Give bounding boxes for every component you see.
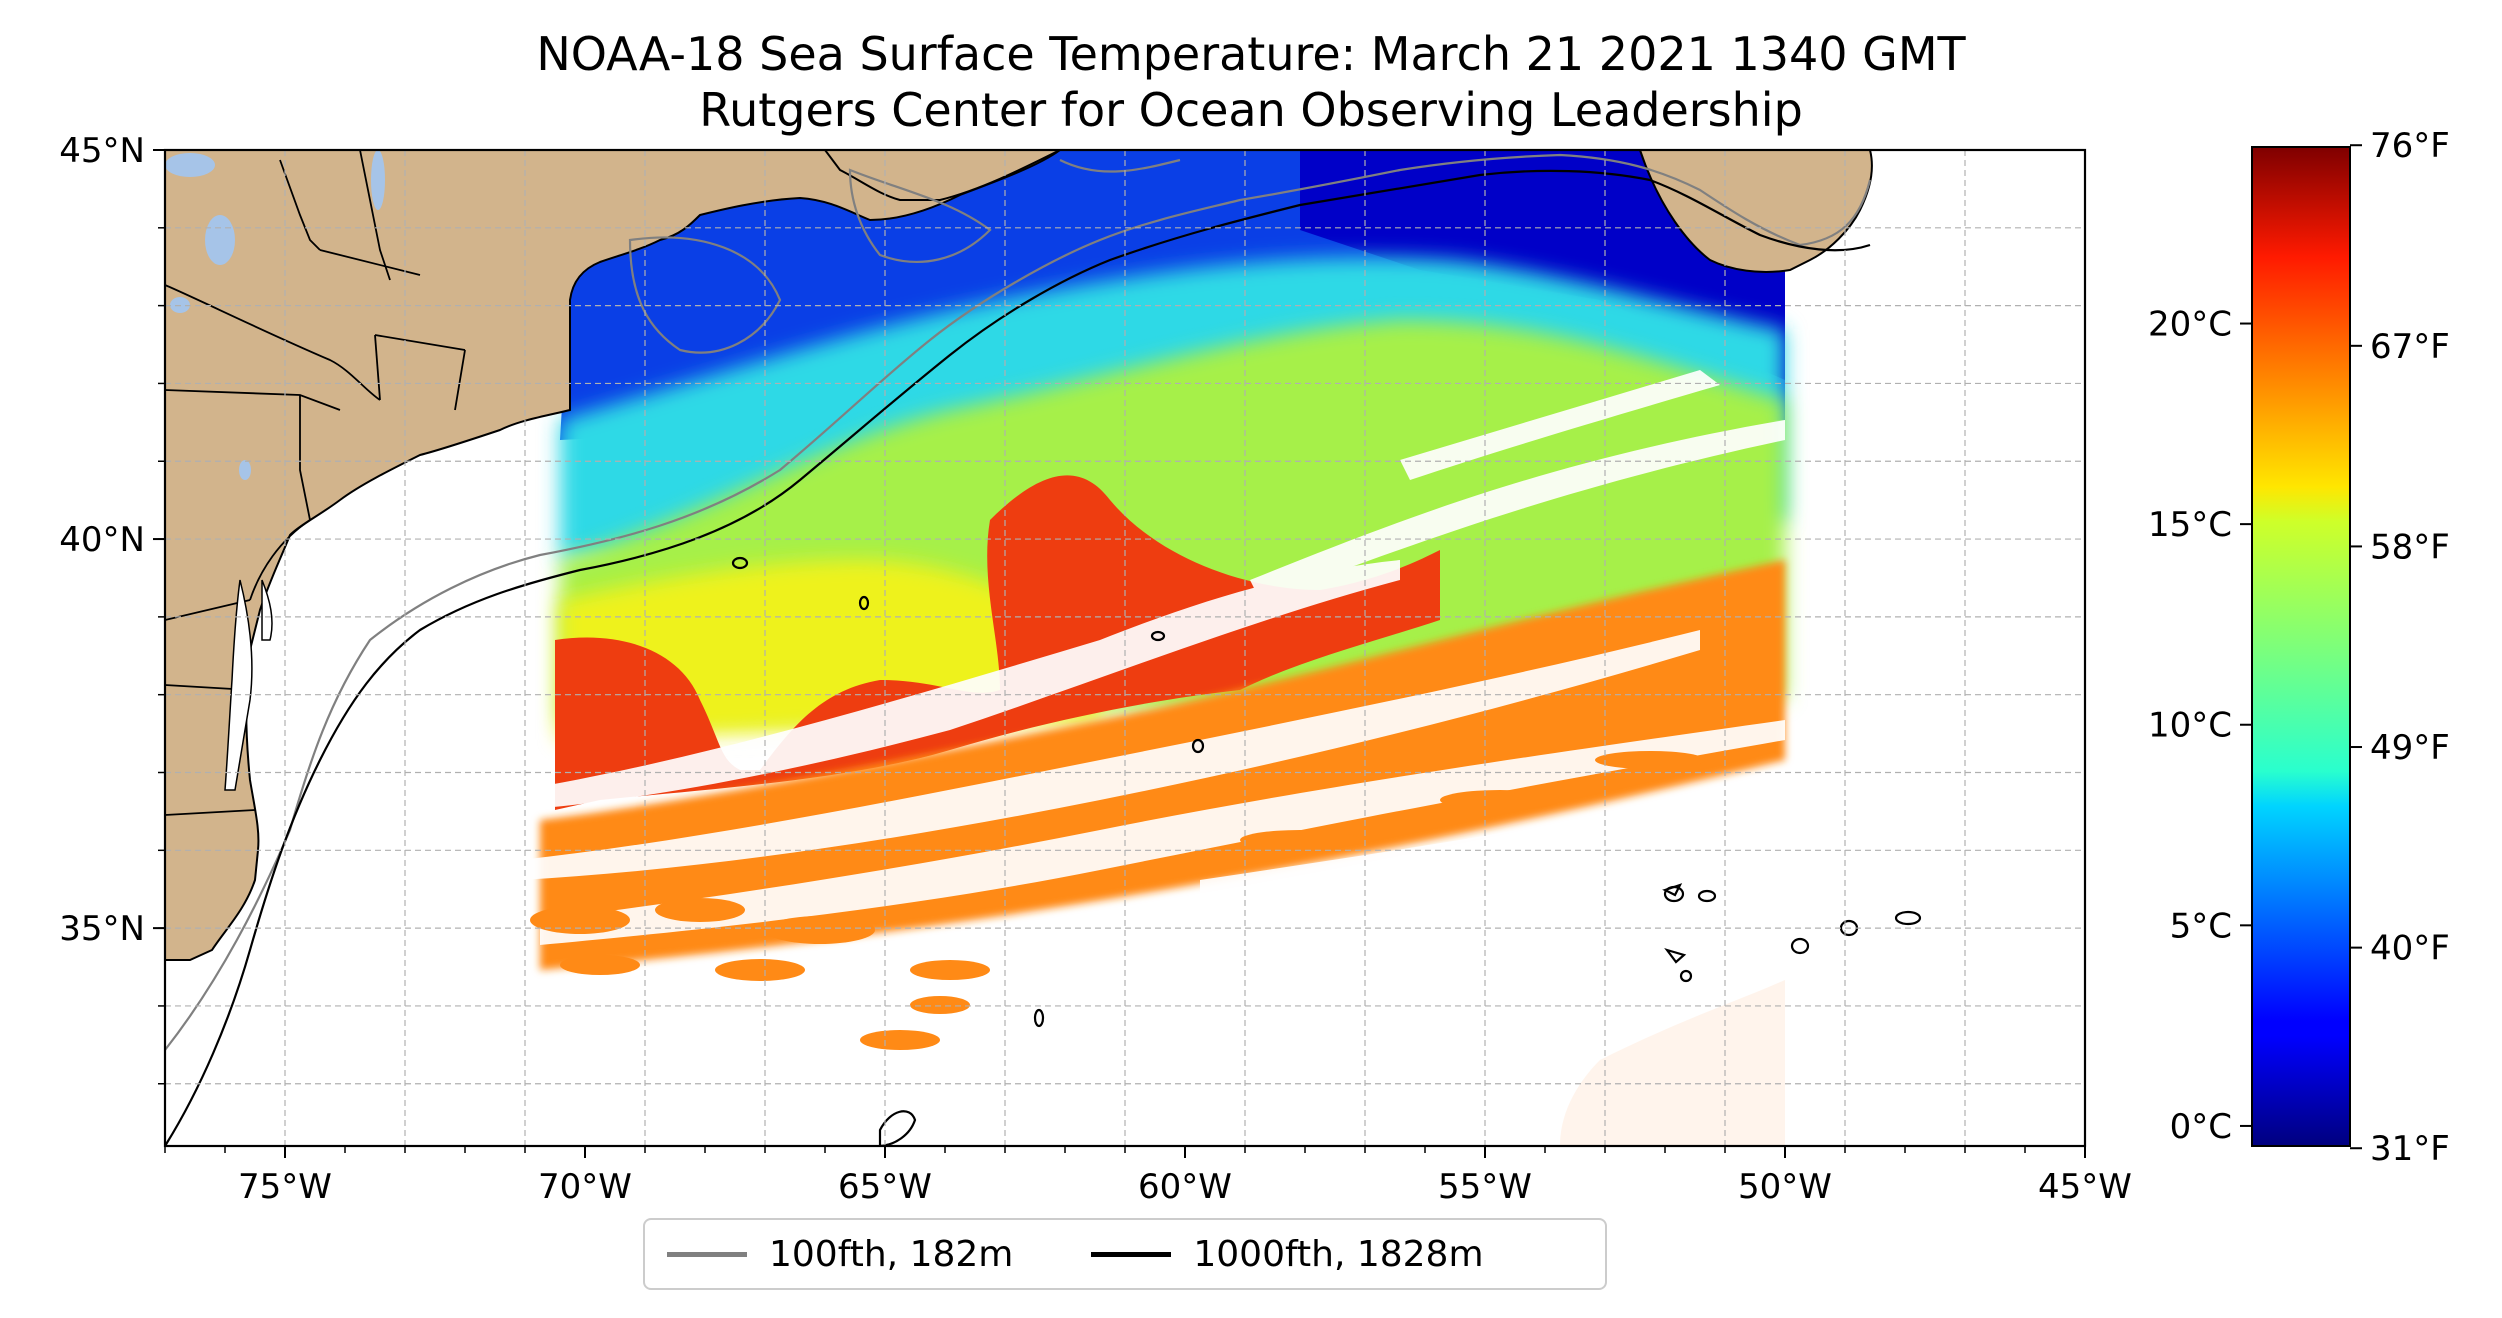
sst-swath (520, 150, 1790, 1146)
map-gridlines (165, 150, 2085, 1146)
title-line-1: NOAA-18 Sea Surface Temperature: March 2… (536, 27, 1966, 81)
lat-tick-label: 45°N (59, 131, 145, 171)
bays (224, 579, 273, 791)
legend-swatch-100fth (667, 1251, 747, 1257)
colorbar-celsius-label: 5°C (2170, 906, 2232, 946)
latitude-tick-labels: 45°N 40°N 35°N (59, 131, 145, 949)
lon-tick-label: 65°W (838, 1167, 932, 1207)
colorbar: 0°C 5°C 10°C 15°C 20°C 31°F 40°F 49°F 58°F 67°F 7… (2148, 126, 2450, 1169)
colorbar-fahrenheit-label: 31°F (2370, 1129, 2450, 1169)
isobath-100fth (165, 153, 1872, 1051)
scattered-warm-patches (530, 751, 1705, 1050)
swath-gulf-stream (555, 475, 1440, 810)
legend-label-1000fth: 1000fth, 1828m (1193, 1233, 1484, 1275)
lat-tick-label: 35°N (59, 909, 145, 949)
longitude-tick-labels: 75°W 70°W 65°W 60°W 55°W 50°W 45°W (238, 1167, 2132, 1207)
title-line-2: Rutgers Center for Ocean Observing Leade… (699, 83, 1803, 137)
legend-item-100fth: 100fth, 182m (667, 1234, 1013, 1275)
isobath-legend: 100fth, 182m 1000fth, 1828m (643, 1218, 1607, 1290)
colorbar-fahrenheit-label: 49°F (2370, 728, 2450, 768)
legend-item-1000fth: 1000fth, 1828m (1091, 1233, 1484, 1275)
colorbar-fahrenheit-label: 40°F (2370, 929, 2450, 969)
cloud-streaks (520, 150, 1790, 1146)
colorbar-celsius-label: 0°C (2170, 1107, 2232, 1147)
legend-swatch-1000fth (1091, 1251, 1172, 1257)
map-minor-ticks (158, 149, 2086, 1153)
colorbar-fahrenheit-label: 76°F (2370, 126, 2450, 166)
colorbar-celsius-ticks: 0°C 5°C 10°C 15°C 20°C (2148, 305, 2252, 1147)
colorbar-ramp (2251, 146, 2351, 1147)
land-northeast-us (165, 150, 1062, 961)
colorbar-fahrenheit-label: 67°F (2370, 327, 2450, 367)
lon-tick-label: 60°W (1138, 1167, 1232, 1207)
colorbar-celsius-label: 15°C (2148, 505, 2232, 545)
legend-label-100fth: 100fth, 182m (769, 1233, 1014, 1275)
colorbar-fahrenheit-ticks: 31°F 40°F 49°F 58°F 67°F 76°F (2350, 126, 2450, 1169)
colorbar-celsius-label: 20°C (2148, 305, 2232, 345)
lon-tick-label: 70°W (538, 1167, 632, 1207)
lon-tick-label: 50°W (1738, 1167, 1832, 1207)
lon-tick-label: 75°W (238, 1167, 332, 1207)
lon-tick-label: 45°W (2038, 1167, 2132, 1207)
map-title: NOAA-18 Sea Surface Temperature: March 2… (0, 26, 2502, 138)
colorbar-fahrenheit-label: 58°F (2370, 527, 2450, 567)
lat-tick-label: 40°N (59, 520, 145, 560)
land-nova-scotia (823, 150, 1061, 201)
lake-champlain (371, 150, 385, 210)
lon-tick-label: 55°W (1438, 1167, 1532, 1207)
colorbar-celsius-label: 10°C (2148, 706, 2232, 746)
